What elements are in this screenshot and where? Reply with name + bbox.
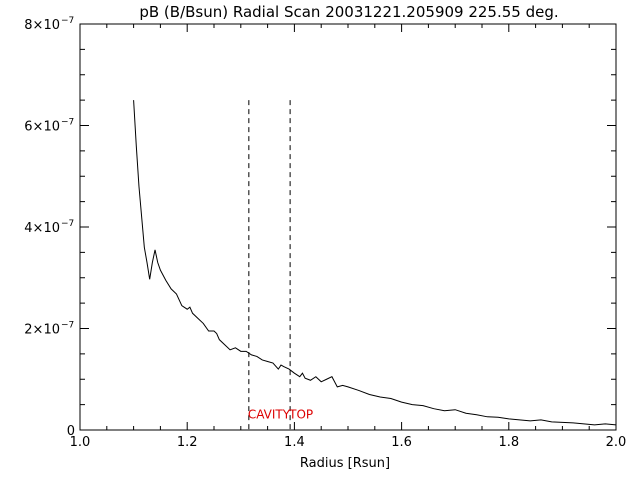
y-tick-label: 8×10 (24, 18, 60, 33)
x-tick-label: 1.6 (391, 435, 412, 450)
annotation-label: TOP (288, 407, 313, 421)
data-line (133, 100, 617, 426)
annotations: CAVITY TOP (248, 407, 313, 421)
x-axis-label: Radius [Rsun] (300, 456, 390, 471)
series-group (133, 100, 617, 426)
x-tick-label: 1.0 (70, 435, 91, 450)
x-tick-label: 1.4 (284, 435, 305, 450)
x-tick-label: 1.8 (498, 435, 519, 450)
y-tick-exponent: −7 (61, 321, 74, 331)
reference-lines (248, 100, 291, 430)
annotation-label: CAVITY (248, 407, 291, 421)
y-axis: 02×10 −74×10 −76×10 −78×10 −7 (24, 16, 616, 439)
x-tick-label: 2.0 (606, 435, 627, 450)
y-tick-exponent: −7 (61, 219, 74, 229)
y-tick-label: 4×10 (24, 221, 60, 236)
x-tick-label: 1.2 (177, 435, 198, 450)
y-tick-label: 6×10 (24, 120, 60, 135)
y-tick-exponent: −7 (61, 118, 74, 128)
y-tick-label: 0 (67, 424, 75, 439)
y-tick-exponent: −7 (61, 16, 74, 26)
chart-title: pB (B/Bsun) Radial Scan 20031221.205909 … (139, 3, 558, 21)
x-axis: 1.0 1.2 1.4 1.6 1.8 2.0 (70, 24, 627, 450)
y-tick-label: 2×10 (24, 323, 60, 338)
